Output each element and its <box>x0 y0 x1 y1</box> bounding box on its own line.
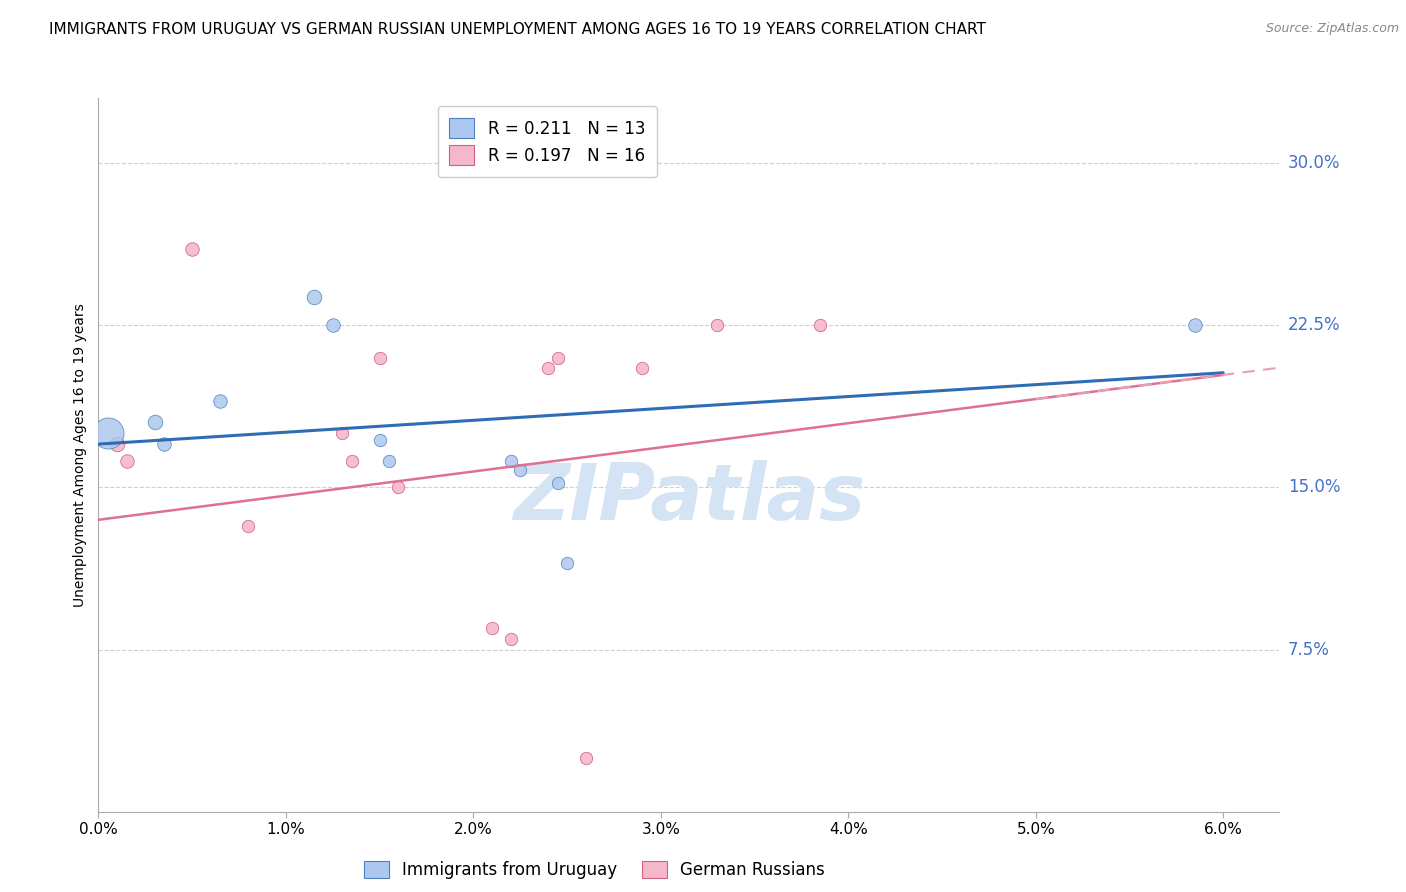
Point <box>499 632 522 646</box>
Point <box>181 243 204 257</box>
Point <box>143 416 166 430</box>
Point <box>555 556 578 570</box>
Point <box>368 433 391 447</box>
Point <box>575 750 598 764</box>
Point <box>631 361 654 376</box>
Point <box>368 351 391 365</box>
Point <box>808 318 831 333</box>
Point <box>1184 318 1206 333</box>
Point <box>706 318 728 333</box>
Point <box>302 290 325 304</box>
Legend: Immigrants from Uruguay, German Russians: Immigrants from Uruguay, German Russians <box>357 854 832 886</box>
Point <box>547 476 569 491</box>
Point <box>340 454 363 468</box>
Point <box>105 437 128 451</box>
Point <box>537 361 560 376</box>
Point <box>481 621 503 635</box>
Y-axis label: Unemployment Among Ages 16 to 19 years: Unemployment Among Ages 16 to 19 years <box>73 303 87 607</box>
Text: 22.5%: 22.5% <box>1288 316 1340 334</box>
Point <box>499 454 522 468</box>
Text: Source: ZipAtlas.com: Source: ZipAtlas.com <box>1265 22 1399 36</box>
Text: 15.0%: 15.0% <box>1288 478 1340 496</box>
Point <box>378 454 401 468</box>
Point <box>322 318 344 333</box>
Text: IMMIGRANTS FROM URUGUAY VS GERMAN RUSSIAN UNEMPLOYMENT AMONG AGES 16 TO 19 YEARS: IMMIGRANTS FROM URUGUAY VS GERMAN RUSSIA… <box>49 22 986 37</box>
Point <box>115 454 138 468</box>
Point <box>209 393 232 408</box>
Text: ZIPatlas: ZIPatlas <box>513 459 865 536</box>
Point <box>97 426 120 441</box>
Point <box>238 519 260 533</box>
Point <box>509 463 531 477</box>
Text: 7.5%: 7.5% <box>1288 640 1330 658</box>
Point <box>153 437 176 451</box>
Point <box>547 351 569 365</box>
Point <box>387 480 409 494</box>
Point <box>330 426 353 441</box>
Text: 30.0%: 30.0% <box>1288 154 1340 172</box>
